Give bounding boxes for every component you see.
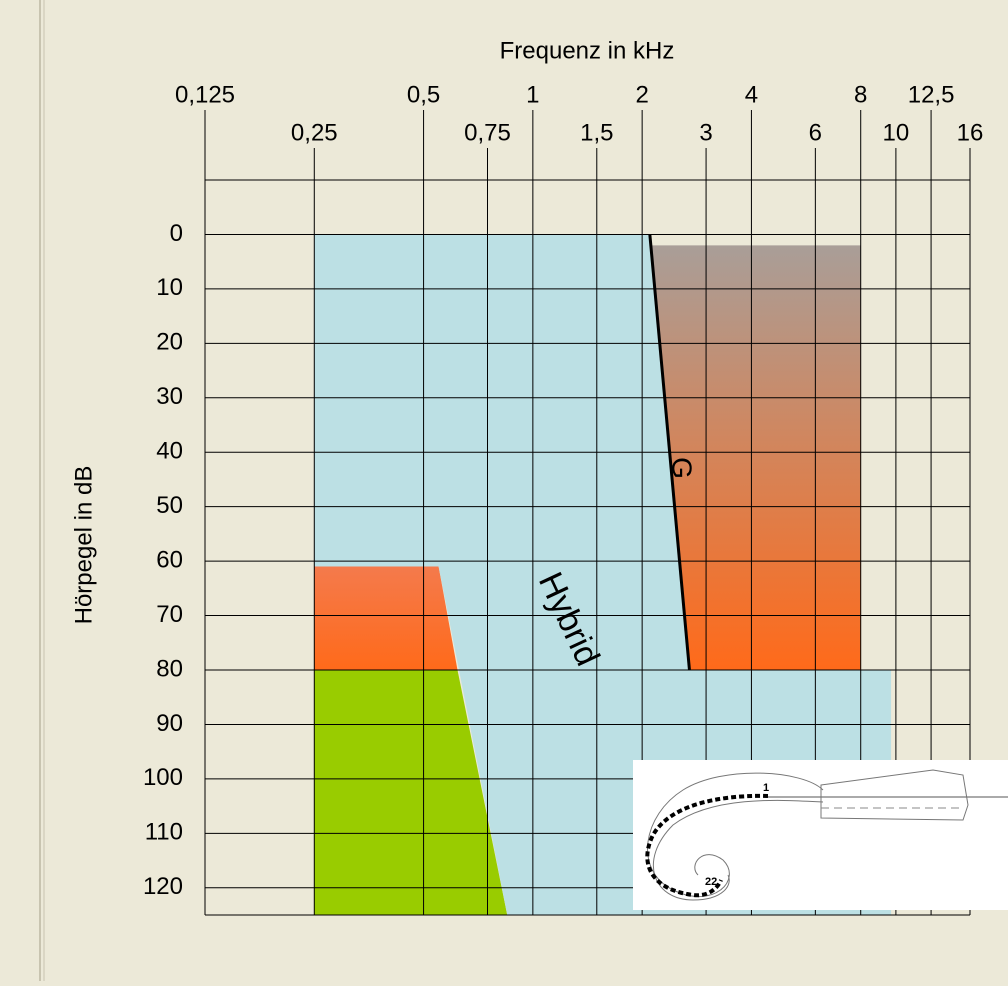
x-tick-label: 0,5 [407,81,440,108]
x-tick-label: 4 [745,81,758,108]
x-tick-label: 2 [635,81,648,108]
x-tick-label: 10 [883,119,910,146]
page: Frequenz in kHz Hörpegel in dB 010203040… [0,0,1008,981]
y-tick-label: 120 [143,873,183,900]
y-axis-label: Hörpegel in dB [70,466,97,625]
x-tick-label: 0,25 [291,119,338,146]
x-tick-label: 8 [854,81,867,108]
x-tick-label: 12,5 [908,81,955,108]
x-tick-label: 3 [699,119,712,146]
inset-label: 22 [705,876,717,888]
annotation: G [667,457,698,479]
y-tick-label: 100 [143,764,183,791]
y-tick-label: 40 [156,438,183,465]
y-tick-label: 20 [156,329,183,356]
y-tick-label: 0 [170,220,183,247]
x-tick-label: 0,75 [464,119,511,146]
chart-title: Frequenz in kHz [500,37,675,64]
inset: 1 22 [633,760,1008,910]
x-tick-label: 16 [957,119,984,146]
inset-background [633,760,1008,910]
y-tick-label: 50 [156,492,183,519]
y-tick-label: 90 [156,710,183,737]
region [314,567,457,670]
y-tick-label: 80 [156,655,183,682]
y-tick-label: 60 [156,546,183,573]
y-tick-label: 70 [156,601,183,628]
y-tick-label: 110 [145,819,183,846]
y-tick-label: 30 [156,383,183,410]
x-tick-label: 1 [526,81,539,108]
y-tick-label: 10 [156,274,183,301]
x-tick-label: 6 [809,119,822,146]
x-tick-label: 1,5 [580,119,613,146]
x-tick-label: 0,125 [175,81,235,108]
inset-label: 1 [763,782,769,794]
chart: Frequenz in kHz Hörpegel in dB 010203040… [0,0,1008,981]
